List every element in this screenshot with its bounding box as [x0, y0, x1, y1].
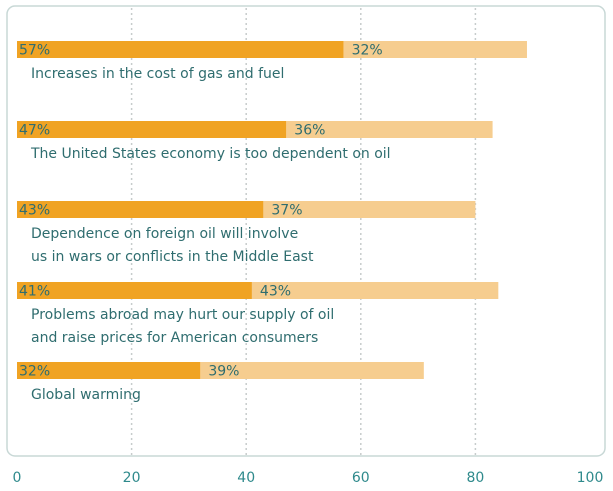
- value-label: 36%: [294, 123, 325, 139]
- bar-segment: [17, 362, 201, 379]
- x-tick-label: 100: [577, 470, 604, 486]
- x-tick-label: 60: [352, 470, 370, 486]
- value-label: 47%: [19, 123, 50, 139]
- category-label: Dependence on foreign oil will involve: [31, 226, 298, 242]
- value-label: 43%: [260, 284, 291, 300]
- value-label: 32%: [352, 43, 383, 59]
- bar-segment: [17, 121, 287, 138]
- bar-segment: [17, 41, 344, 58]
- bar-segment: [251, 282, 499, 299]
- bar-segment: [17, 282, 252, 299]
- value-label: 37%: [271, 203, 302, 219]
- x-tick-label: 40: [237, 470, 255, 486]
- category-label: Global warming: [31, 387, 141, 403]
- bar-segment: [17, 201, 264, 218]
- category-label: us in wars or conflicts in the Middle Ea…: [31, 249, 314, 265]
- bar-segment: [200, 362, 424, 379]
- value-label: 57%: [19, 43, 50, 59]
- x-tick-label: 80: [466, 470, 484, 486]
- category-label: and raise prices for American consumers: [31, 330, 318, 346]
- bar-segment: [343, 41, 527, 58]
- bar-segment: [263, 201, 476, 218]
- category-label: The United States economy is too depende…: [30, 146, 391, 162]
- x-tick-label: 0: [13, 470, 22, 486]
- value-label: 32%: [19, 364, 50, 380]
- value-label: 41%: [19, 284, 50, 300]
- x-tick-label: 20: [123, 470, 141, 486]
- plot-frame: [6, 5, 606, 457]
- value-label: 43%: [19, 203, 50, 219]
- value-label: 39%: [208, 364, 239, 380]
- bar-segment: [286, 121, 493, 138]
- category-label: Problems abroad may hurt our supply of o…: [31, 307, 334, 323]
- category-label: Increases in the cost of gas and fuel: [31, 66, 284, 82]
